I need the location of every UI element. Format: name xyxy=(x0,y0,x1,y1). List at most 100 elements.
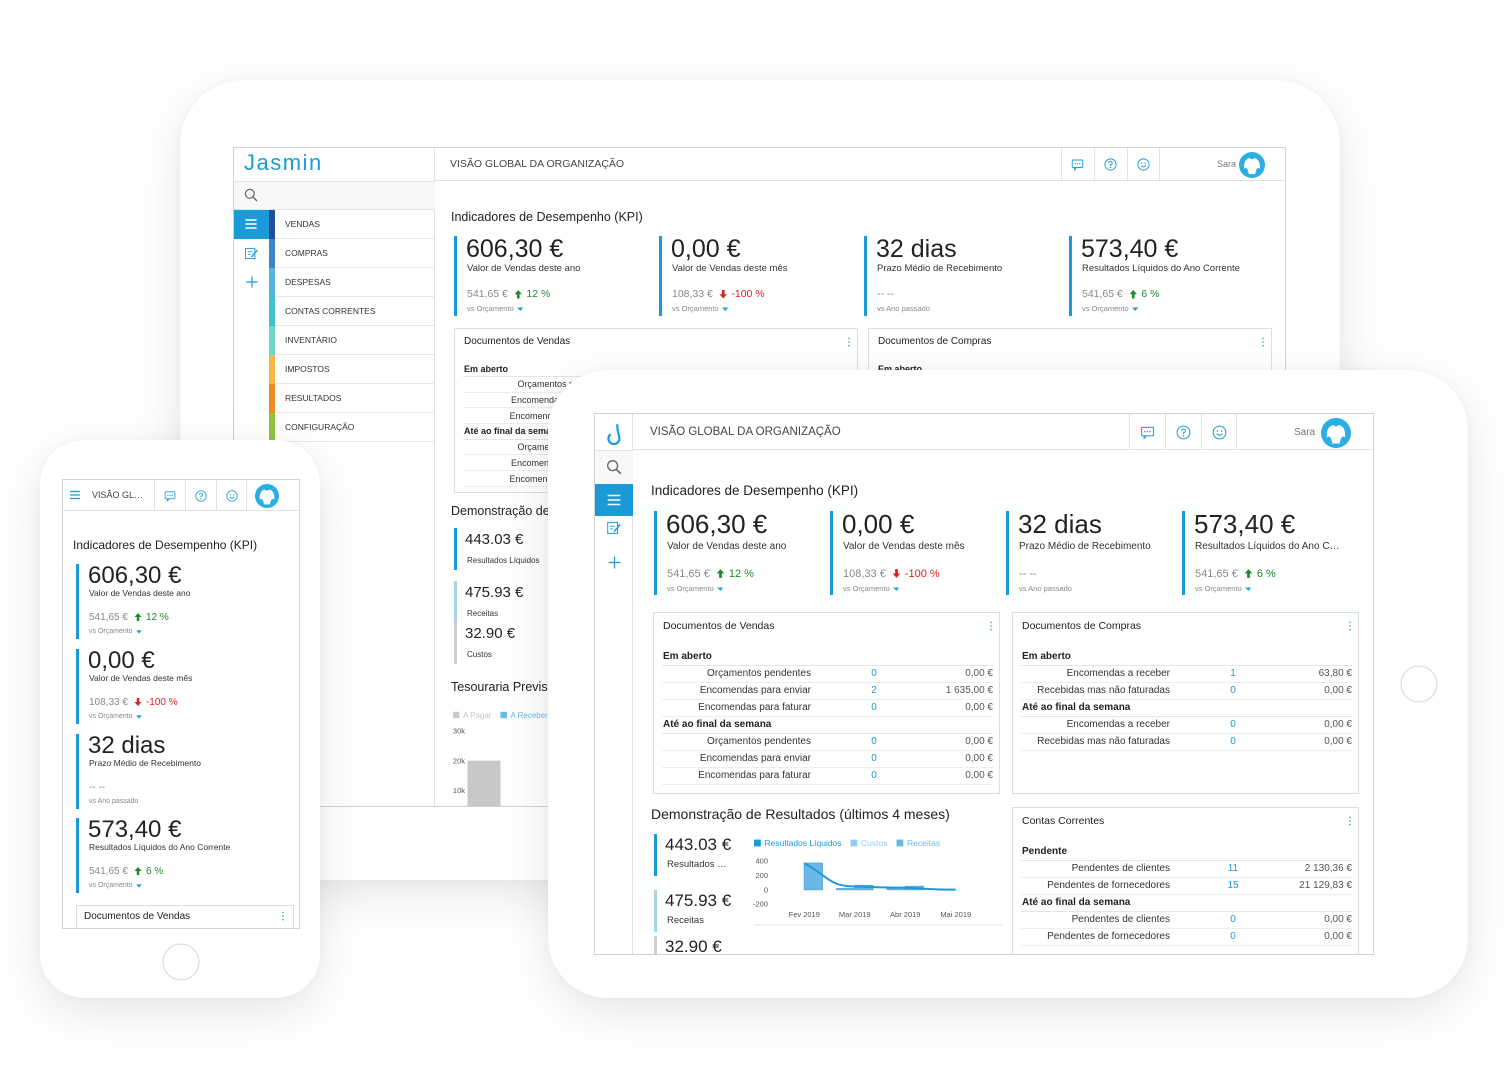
home-button-ring[interactable] xyxy=(1400,665,1438,703)
icon-edit-part xyxy=(609,525,615,530)
icon-search xyxy=(244,188,258,202)
section-title: Demonstração de Resultados (últimos 4 me… xyxy=(651,806,950,822)
icon-chat xyxy=(1140,426,1154,440)
kpi-value: 32 dias xyxy=(1018,509,1102,539)
row-amount: 21 129,83 € xyxy=(1299,880,1352,891)
kpi: 606,30 € Valor de Vendas deste ano 541,65 … xyxy=(76,562,292,639)
header-button[interactable] xyxy=(1094,148,1127,181)
row-amount: 1 635,00 € xyxy=(945,685,993,696)
kpi-value: 0,00 € xyxy=(842,509,915,539)
kpi-label: Resultados Líquidos do Ano Corrente xyxy=(1195,541,1345,552)
kpi-ref-row: -- -- xyxy=(89,780,292,794)
row-rule xyxy=(1021,749,1352,751)
menu-label: COMPRAS xyxy=(285,248,328,258)
page-title: VISÃO GLOBAL DA ORGANIZAÇÃO xyxy=(92,490,148,500)
header-button[interactable] xyxy=(185,480,216,511)
icon-caret-part xyxy=(516,307,523,311)
menu-stripe xyxy=(269,239,275,268)
section-title: Tesouraria Previsional xyxy=(451,680,574,694)
header-button[interactable] xyxy=(1127,148,1160,181)
icon-avatar xyxy=(255,484,279,508)
icon-plus xyxy=(246,276,258,288)
card-title: Documentos de Vendas xyxy=(84,911,191,922)
card-title: Documentos de Vendas xyxy=(464,336,571,347)
icon-up-part xyxy=(134,613,142,621)
kpi-ref: 541,65 € xyxy=(89,865,128,877)
row-amount: 0,00 € xyxy=(1324,736,1352,747)
icon-help-part xyxy=(1180,428,1186,434)
menu-item[interactable]: IMPOSTOS xyxy=(275,355,435,384)
icon-help xyxy=(1176,425,1190,439)
kpi-value: 32 dias xyxy=(88,732,166,759)
kpi-ref-row: 541,65 € 12 % xyxy=(89,610,292,624)
header-button[interactable] xyxy=(1201,414,1237,450)
kpi-compare-row: vs Orçamento xyxy=(89,626,292,637)
menu-item[interactable]: VENDAS xyxy=(275,210,435,239)
bar xyxy=(836,888,856,891)
section-heading: Até ao final da semana xyxy=(1022,702,1131,713)
card-title: Documentos de Vendas xyxy=(663,620,775,632)
icon-chat-part xyxy=(1074,163,1076,165)
kpi: 32 dias Prazo Médio de Recebimento -- -- vs… xyxy=(1006,509,1173,595)
y-tick-label: 20k xyxy=(453,756,465,765)
section-heading: Até ao final da semana xyxy=(663,719,772,730)
header-button[interactable] xyxy=(216,480,247,511)
kpi-compare: vs Orçamento xyxy=(672,304,719,314)
header-button[interactable] xyxy=(154,480,185,511)
kpi-delta: -100 % xyxy=(731,288,765,301)
icon-dots-part xyxy=(1349,820,1351,822)
header xyxy=(633,414,1373,450)
section-heading: Em aberto xyxy=(663,651,712,662)
menu-item[interactable]: DESPESAS xyxy=(275,268,435,297)
kpi-delta: 12 % xyxy=(526,288,551,301)
page-title: VISÃO GLOBAL DA ORGANIZAÇÃO xyxy=(650,426,841,438)
row-amount: 0,00 € xyxy=(965,736,993,747)
header-button[interactable] xyxy=(1165,414,1201,450)
kpi-value: 573,40 € xyxy=(1081,235,1179,263)
row-label: Pendentes de fornecedores xyxy=(1047,931,1170,942)
icon-jlogo xyxy=(607,424,621,446)
icon-edit-part xyxy=(247,251,253,255)
kpi-delta: 6 % xyxy=(145,865,164,877)
row-amount: 0,00 € xyxy=(1324,914,1352,925)
row-count: 0 xyxy=(871,702,877,713)
icon-smile xyxy=(1137,158,1150,171)
icon-search-part xyxy=(615,468,622,475)
home-button-ring[interactable] xyxy=(162,943,200,981)
icon-menu xyxy=(245,219,257,229)
section-heading: Até ao final da semana xyxy=(464,426,562,437)
icon-edit-part xyxy=(607,522,619,534)
menu-stripe xyxy=(269,210,275,239)
kpi-compare: vs Orçamento xyxy=(843,584,890,594)
icon-chat-part xyxy=(166,498,170,502)
row-rule xyxy=(1021,944,1352,946)
kpi-ref-row: -- -- xyxy=(1019,566,1173,581)
income-total-value: 475.93 € xyxy=(465,584,524,601)
menu-item[interactable]: CONTAS CORRENTES xyxy=(275,297,435,326)
header-button[interactable] xyxy=(1129,414,1165,450)
icon-smile-part xyxy=(1140,162,1143,164)
row-amount: 2 130,36 € xyxy=(1304,863,1352,874)
row-label: Recebidas mas não faturadas xyxy=(1037,685,1170,696)
card: Contas Correntes Pendente Pendentes de cli… xyxy=(1012,807,1359,954)
y-tick-label: -200 xyxy=(753,900,768,909)
kpi-compare-row: vs Orçamento xyxy=(843,583,997,595)
menu-item[interactable]: INVENTÁRIO xyxy=(275,326,435,355)
menu-item[interactable]: RESULTADOS xyxy=(275,384,435,413)
row-amount: 0,00 € xyxy=(965,668,993,679)
icon-chat-part xyxy=(1079,163,1081,165)
kpi-value: 573,40 € xyxy=(88,816,182,843)
row-label: Orçamentos pendentes xyxy=(517,379,611,390)
icon-help-part xyxy=(1182,434,1184,437)
header-button[interactable] xyxy=(1061,148,1094,181)
menu-item[interactable]: COMPRAS xyxy=(275,239,435,268)
income-total-label: Receitas xyxy=(667,916,704,926)
icon-menu-part xyxy=(607,494,621,506)
legend-swatch xyxy=(453,711,460,719)
home-button xyxy=(1400,665,1438,703)
kpi: 573,40 € Resultados Líquidos do Ano Corre… xyxy=(1069,235,1264,316)
row-count: 0 xyxy=(1230,914,1236,925)
icon-help-part xyxy=(194,489,207,502)
kpi-compare: vs Orçamento xyxy=(89,713,133,720)
menu-item[interactable]: CONFIGURAÇÃO xyxy=(275,413,435,442)
